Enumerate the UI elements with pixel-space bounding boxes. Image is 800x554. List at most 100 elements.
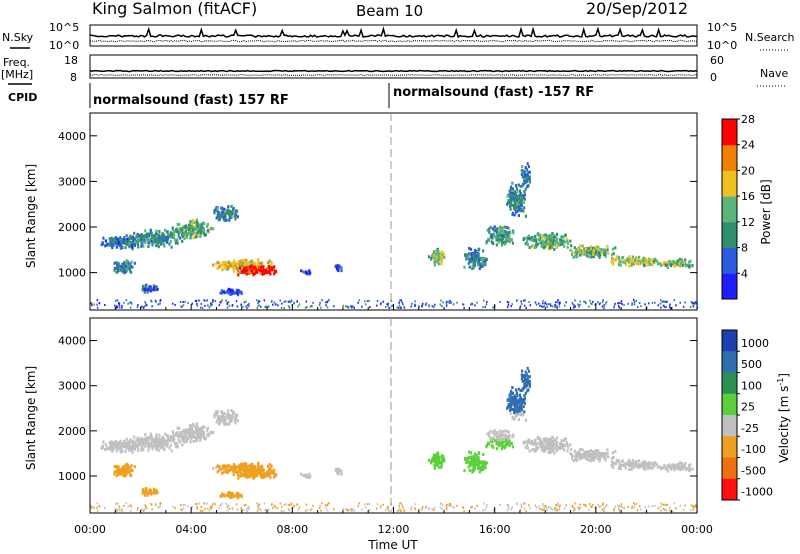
freq-traces [89,69,698,76]
velocity-cell [633,506,636,509]
power-cell [651,302,654,304]
velocity-cell [477,456,480,460]
power-cell [258,268,261,272]
velocity-cell [507,504,510,507]
velocity-cell [156,491,159,494]
velocity-cell [110,447,113,451]
power-cell [212,299,214,302]
velocity-cell [265,474,268,478]
power-cell [482,264,485,268]
velocity-cell [190,426,194,430]
velocity-cell [452,506,455,509]
power-cell [160,238,163,242]
velocity-cell [210,505,213,508]
velocity-cell [556,504,558,507]
power-cell [228,304,231,307]
velocity-cell [523,379,526,383]
velocity-cell [93,506,95,509]
power-cell [648,260,651,264]
power-cell [228,265,231,269]
velocity-cell [202,431,205,435]
power-cell [549,233,552,237]
power-cell [253,269,256,273]
power-cell [516,190,519,193]
velocity-cell [435,461,438,465]
velocity-cell [621,506,623,509]
power-cell [628,255,631,259]
velocity-cell [207,507,209,510]
velocity-cell [644,506,646,509]
power-cell [126,241,130,245]
power-cell [244,269,247,273]
power-cell [553,234,556,237]
power-cell [152,287,155,290]
power-cell [473,257,477,261]
velocity-cell [142,448,145,452]
velocity-cell [212,502,214,505]
power-cell [528,236,531,240]
power-cell [507,226,510,230]
velocity-cell [623,462,626,466]
velocity-cell [223,416,226,420]
power-cell [230,214,233,218]
velocity-cell [551,508,554,511]
power-cell [309,271,312,275]
power-cell [559,238,562,242]
power-cell [153,234,157,238]
power-cell [557,242,560,246]
power-cell [597,245,600,249]
velocity-cell [124,468,128,472]
power-cell [222,263,225,267]
power-cell [614,302,616,305]
velocity-cell [509,411,512,415]
power-cell [235,300,238,303]
power-cell [421,305,423,308]
power-cell [133,243,136,247]
power-cell [129,301,131,304]
power-cell [379,303,382,306]
velocity-cell [124,445,127,449]
velocity-cell [440,502,442,505]
velocity-cell [569,452,572,456]
power-cell [237,266,240,270]
power-cell [430,256,433,260]
y-tick-label: 1000 [58,470,86,483]
power-cell [357,301,359,304]
velocity-cell [234,417,238,421]
power-cell [532,244,535,248]
power-cell [159,299,162,302]
power-cell [462,303,465,306]
velocity-cell [549,437,552,441]
velocity-cell [158,444,161,448]
power-cell [619,259,622,263]
power-cell [212,263,215,267]
power-cell [522,209,525,213]
power-cell [583,252,586,256]
velocity-cell [184,434,187,438]
velocity-cell [508,443,511,447]
power-cell [666,260,669,264]
velocity-cell [237,465,240,468]
power-cell [517,196,520,199]
velocity-cell [312,504,314,507]
velocity-cell [536,446,539,450]
power-cell [173,234,176,238]
power-cell [149,285,152,289]
power-cell [520,173,523,176]
velocity-cell [547,450,550,454]
power-cell [673,265,676,268]
velocity-cell [250,468,253,472]
power-cell [115,244,118,248]
velocity-cell [571,456,574,460]
power-cell [481,258,484,262]
velocity-cell [142,488,145,492]
power-cell [498,230,502,234]
velocity-cell [153,444,156,447]
power-cell [611,247,614,251]
velocity-cell [159,502,162,505]
velocity-cell [148,438,151,442]
power-cell [523,179,526,183]
velocity-cell [493,439,496,443]
power-cell [142,284,145,288]
power-cell [496,227,499,231]
